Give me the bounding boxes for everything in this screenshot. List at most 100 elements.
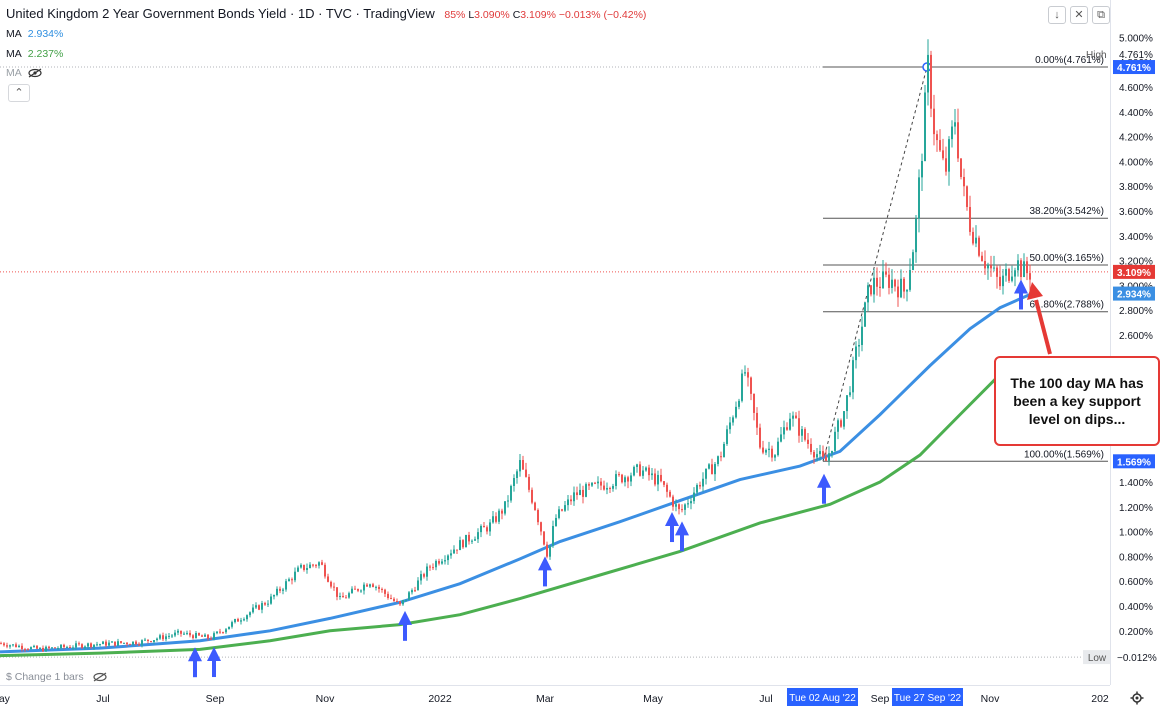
candle-body [960,158,962,177]
candle-body [963,176,965,187]
candle-body [684,504,686,510]
candle-body [732,417,734,423]
candle-body [465,534,467,548]
indicator-ma-hidden[interactable]: MA [6,67,42,79]
candle-body [1011,276,1013,281]
candle-body [543,531,545,545]
candle-body [411,590,413,593]
candle-body [171,635,173,637]
candle-body [408,592,410,600]
x-tick-label: 2022 [428,693,452,705]
candle-body [705,468,707,479]
candle-body [642,470,644,476]
candle-body [399,601,401,605]
candle-body [603,485,605,490]
candle-body [72,647,74,649]
candle-body [591,482,593,486]
candle-body [417,580,419,591]
candle-body [312,564,314,566]
candle-body [666,484,668,492]
time-axis[interactable] [0,685,1110,712]
candle-body [375,586,377,588]
eye-hidden-icon[interactable] [28,68,42,78]
indicator-name: MA [6,67,22,79]
candle-body [294,571,296,581]
candle-body [828,453,830,461]
candle-body [324,564,326,577]
y-tick-label: 1.000% [1119,528,1153,539]
candle-body [990,265,992,269]
candle-body [810,443,812,452]
candle-body [861,326,863,345]
candle-body [342,595,344,598]
price-axis[interactable] [1110,0,1165,685]
candle-body [24,649,26,651]
candle-body [588,484,590,486]
restore-icon[interactable]: ⧉ [1092,6,1110,24]
indicator-ma100[interactable]: MA 2.934% [6,28,63,40]
candle-body [276,588,278,595]
candle-body [1017,260,1019,271]
candle-body [360,590,362,592]
callout-arrow [1027,282,1052,355]
indicator-ma200[interactable]: MA 2.237% [6,48,63,60]
settings-gear-icon[interactable] [1130,691,1144,705]
candle-body [687,503,689,505]
candle-body [522,460,524,470]
y-tick-label: 0.200% [1119,627,1153,638]
candle-body [1029,273,1031,280]
candle-body [957,122,959,159]
candle-body [0,643,2,645]
support-arrow [817,473,831,504]
candle-body [576,492,578,496]
eye-hidden-icon[interactable] [92,672,107,682]
fib-low-badge-label: 1.569% [1117,457,1151,468]
candle-body [111,641,113,643]
candle-body [405,599,407,601]
candle-body [786,427,788,430]
candle-body [441,561,443,564]
close-icon[interactable]: ✕ [1070,6,1088,24]
down-icon[interactable]: ↓ [1048,6,1066,24]
candle-body [63,644,65,648]
x-axis-ticks: May Jul Sep Nov 2022 Mar May Jul Sep Nov 202 Tue 02… [0,688,1109,706]
candle-body [54,647,56,649]
support-arrow [207,647,221,678]
indicator-name: MA [6,48,22,60]
candle-body [288,579,290,582]
candle-body [528,476,530,490]
x-tick-label: Nov [981,693,1000,705]
candle-body [150,641,152,643]
candle-body [366,584,368,587]
candle-body [48,646,50,648]
candle-body [735,406,737,418]
candle-body [228,626,230,630]
candle-body [585,484,587,497]
candle-body [138,644,140,646]
candle-body [801,429,803,436]
candle-body [669,491,671,497]
candle-body [225,629,227,633]
candle-body [513,478,515,486]
candle-body [882,271,884,288]
change-bars-label[interactable]: $ Change 1 bars [6,671,107,683]
ma200-value: 2.237% [27,48,64,60]
candle-body [924,92,926,162]
candle-body [747,372,749,378]
candle-body [549,545,551,557]
candle-body [144,639,146,641]
candle-body [846,395,848,412]
y-tick-label: 1.400% [1119,478,1153,489]
y-tick-label: 0.800% [1119,552,1153,563]
candle-body [69,646,71,648]
candle-body [879,286,881,288]
candle-body [222,632,224,634]
candle-body [1005,269,1007,276]
candle-body [3,643,5,646]
candle-body [105,641,107,646]
candle-body [993,267,995,269]
candle-body [945,158,947,172]
collapse-legend-button[interactable]: ⌃ [8,84,30,102]
candle-body [927,54,929,93]
